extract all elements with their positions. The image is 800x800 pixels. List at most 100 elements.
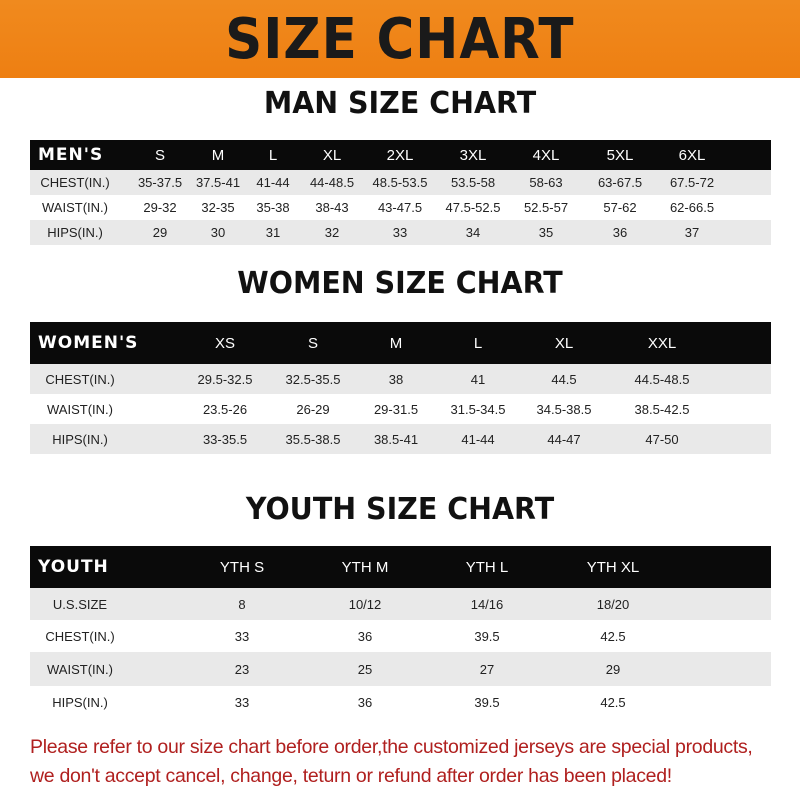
women-size-table: WOMEN'S XS S M L XL XXL CHEST(IN.) 29.5-32.5 32.5… xyxy=(30,322,771,454)
table-title: WOMEN'S xyxy=(38,333,139,353)
row-label: HIPS(IN.) xyxy=(47,225,103,240)
table-cell: 33 xyxy=(234,694,250,710)
table-cell: 29-32 xyxy=(143,200,177,215)
table-cell: 42.5 xyxy=(600,694,626,710)
table-cell: 57-62 xyxy=(603,200,637,215)
table-cell: 37.5-41 xyxy=(195,175,241,190)
table-row: CHEST(IN.) 29.5-32.5 32.5-35.5 38 41 44.5 44.5… xyxy=(30,364,771,394)
row-label: HIPS(IN.) xyxy=(52,431,108,447)
table-header-row: WOMEN'S XS S M L XL XXL xyxy=(30,322,771,364)
table-cell: 52.5-57 xyxy=(523,200,569,215)
row-label: WAIST(IN.) xyxy=(42,200,108,215)
banner: SIZE CHART xyxy=(0,0,800,78)
table-cell: 32 xyxy=(324,225,340,240)
table-cell: 43-47.5 xyxy=(377,200,423,215)
youth-size-table: YOUTH YTH S YTH M YTH L YTH XL U.S.SIZE 8 10/12… xyxy=(30,546,771,718)
table-cell: 25 xyxy=(357,661,373,677)
table-cell: 44-48.5 xyxy=(309,175,355,190)
table-cell: 53.5-58 xyxy=(450,175,496,190)
table-row: WAIST(IN.) 29-32 32-35 35-38 38-43 43-47.5 47.… xyxy=(30,195,771,220)
table-cell: 37 xyxy=(684,225,700,240)
table-cell: 35-38 xyxy=(256,200,290,215)
table-cell: 14/16 xyxy=(470,596,504,612)
size-header: 6XL xyxy=(678,146,706,164)
table-row: WAIST(IN.) 23.5-26 26-29 29-31.5 31.5-34.5 34… xyxy=(30,394,771,424)
table-cell: 39.5 xyxy=(474,628,500,644)
row-label: HIPS(IN.) xyxy=(52,694,108,710)
men-title: MAN SIZE CHART xyxy=(263,86,537,121)
table-cell: 23.5-26 xyxy=(202,401,248,417)
size-header: YTH S xyxy=(219,558,265,576)
table-cell: 38.5-41 xyxy=(373,431,419,447)
table-cell: 34.5-38.5 xyxy=(536,401,592,417)
size-header: L xyxy=(268,146,278,164)
table-cell: 44-47 xyxy=(547,431,581,447)
table-cell: 38 xyxy=(388,371,404,387)
table-cell: 36 xyxy=(357,694,373,710)
table-cell: 23 xyxy=(234,661,250,677)
table-cell: 30 xyxy=(210,225,226,240)
size-header: XXL xyxy=(647,334,677,352)
size-header: M xyxy=(389,334,403,352)
size-header: S xyxy=(154,146,166,164)
size-header: M xyxy=(211,146,225,164)
banner-title: SIZE CHART xyxy=(225,6,575,72)
size-header: 4XL xyxy=(532,146,560,164)
table-cell: 32.5-35.5 xyxy=(285,371,341,387)
size-header: YTH L xyxy=(465,558,509,576)
table-row: CHEST(IN.) 33 36 39.5 42.5 xyxy=(30,620,771,652)
notice-line-1: Please refer to our size chart before or… xyxy=(30,736,753,758)
size-header: L xyxy=(473,334,483,352)
table-row: HIPS(IN.) 33-35.5 35.5-38.5 38.5-41 41-44 44-… xyxy=(30,424,771,454)
table-cell: 41-44 xyxy=(256,175,290,190)
row-label: U.S.SIZE xyxy=(52,596,108,612)
table-cell: 44.5 xyxy=(551,371,577,387)
table-cell: 63-67.5 xyxy=(597,175,643,190)
size-header: XL xyxy=(554,334,574,352)
table-row: CHEST(IN.) 35-37.5 37.5-41 41-44 44-48.5 48.5… xyxy=(30,170,771,195)
table-row: U.S.SIZE 8 10/12 14/16 18/20 xyxy=(30,588,771,620)
table-cell: 67.5-72 xyxy=(669,175,715,190)
table-row: HIPS(IN.) 29 30 31 32 33 34 35 36 37 xyxy=(30,220,771,245)
table-cell: 29 xyxy=(605,661,621,677)
table-cell: 39.5 xyxy=(474,694,500,710)
table-cell: 41 xyxy=(470,371,486,387)
table-cell: 36 xyxy=(612,225,628,240)
table-cell: 33 xyxy=(392,225,408,240)
table-title: YOUTH xyxy=(38,557,109,577)
table-row: WAIST(IN.) 23 25 27 29 xyxy=(30,652,771,686)
table-cell: 47.5-52.5 xyxy=(445,200,501,215)
table-cell: 33 xyxy=(234,628,250,644)
table-cell: 31 xyxy=(265,225,281,240)
table-cell: 47-50 xyxy=(645,431,679,447)
table-cell: 62-66.5 xyxy=(669,200,715,215)
men-size-table: MEN'S S M L XL 2XL 3XL 4XL 5XL 6XL CHEST(IN.) 35-37… xyxy=(30,140,771,245)
table-cell: 18/20 xyxy=(596,596,630,612)
notice-line-2: we don't accept cancel, change, teturn o… xyxy=(30,765,672,787)
table-cell: 29-31.5 xyxy=(373,401,419,417)
table-cell: 26-29 xyxy=(296,401,330,417)
table-cell: 42.5 xyxy=(600,628,626,644)
size-header: 5XL xyxy=(606,146,634,164)
size-header: S xyxy=(307,334,319,352)
table-cell: 38.5-42.5 xyxy=(634,401,690,417)
table-cell: 34 xyxy=(465,225,481,240)
row-label: WAIST(IN.) xyxy=(47,661,113,677)
table-cell: 58-63 xyxy=(529,175,563,190)
table-cell: 35.5-38.5 xyxy=(285,431,341,447)
size-header: 2XL xyxy=(386,146,414,164)
table-cell: 41-44 xyxy=(461,431,495,447)
table-cell: 29 xyxy=(152,225,168,240)
table-cell: 10/12 xyxy=(348,596,382,612)
table-cell: 8 xyxy=(238,596,246,612)
table-cell: 36 xyxy=(357,628,373,644)
table-cell: 44.5-48.5 xyxy=(634,371,690,387)
youth-title: YOUTH SIZE CHART xyxy=(245,492,555,527)
row-label: CHEST(IN.) xyxy=(45,628,115,644)
size-header: 3XL xyxy=(459,146,487,164)
size-header: YTH XL xyxy=(586,558,640,576)
table-cell: 35 xyxy=(538,225,554,240)
table-cell: 32-35 xyxy=(201,200,235,215)
size-header: YTH M xyxy=(341,558,389,576)
table-cell: 48.5-53.5 xyxy=(372,175,428,190)
